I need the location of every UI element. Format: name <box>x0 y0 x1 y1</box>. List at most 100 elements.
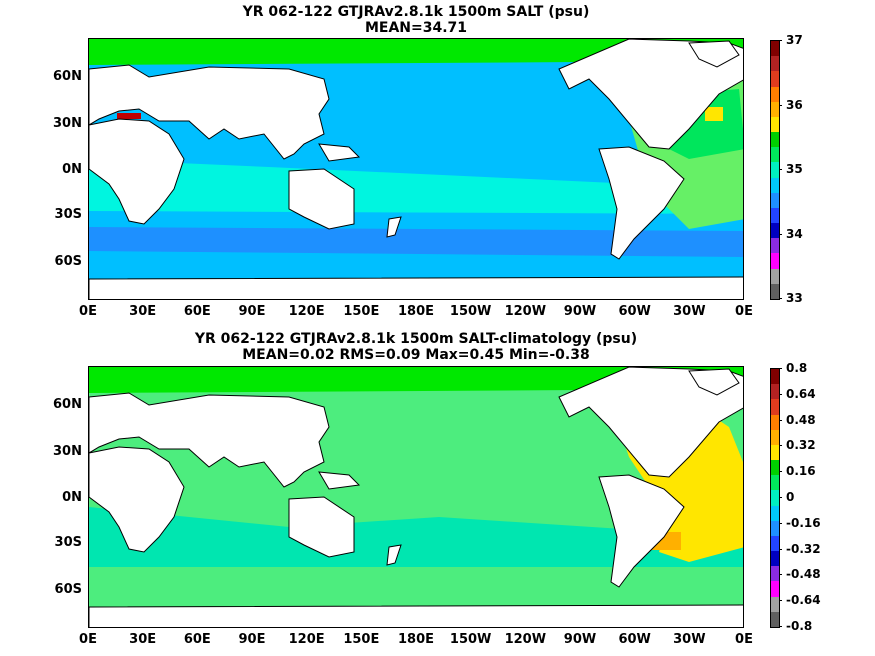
colorbar-label: 0.8 <box>786 361 808 375</box>
colorbar-tick <box>779 574 782 576</box>
colorbar-segment <box>771 369 779 385</box>
panel2-lon-label: 90W <box>563 632 597 647</box>
panel1-lon-label: 90E <box>238 304 266 319</box>
colorbar-tick <box>779 419 782 421</box>
colorbar-segment <box>771 116 779 133</box>
panel1-lon-label: 150E <box>343 304 380 319</box>
panel2-title: YR 062-122 GTJRAv2.8.1k 1500m SALT-clima… <box>88 331 744 363</box>
panel1-lon-label: 0E <box>735 304 753 319</box>
colorbar-label: 33 <box>786 291 803 305</box>
colorbar-tick <box>779 368 782 369</box>
panel2-lon-label: 30W <box>673 632 706 647</box>
colorbar-label: 0 <box>786 490 795 504</box>
panel1-lat-label: 30S <box>54 206 82 222</box>
panel1-lat-label: 0N <box>62 162 82 178</box>
panel2-map <box>88 366 744 628</box>
panel1-map <box>88 38 744 300</box>
colorbar-segment <box>771 490 779 507</box>
colorbar-label: 0.48 <box>786 412 816 427</box>
panel1-lon-label: 120E <box>288 304 325 319</box>
panel2-lat-label: 60S <box>54 582 82 597</box>
colorbar-segment <box>771 520 779 537</box>
colorbar-tick <box>779 445 782 447</box>
colorbar-label: -0.48 <box>786 567 821 582</box>
colorbar-label: -0.8 <box>786 619 813 633</box>
colorbar-segment <box>771 475 779 491</box>
panel1-lon-label: 60E <box>183 304 211 319</box>
arctic-band <box>89 367 743 393</box>
colorbar-segment <box>771 177 779 194</box>
colorbar-tick <box>779 169 782 170</box>
panel2-title-line1: YR 062-122 GTJRAv2.8.1k 1500m SALT-clima… <box>194 331 638 347</box>
panel1-map-svg <box>89 39 743 299</box>
land-mask <box>89 39 743 299</box>
colorbar-segment <box>771 581 779 598</box>
colorbar-segment <box>771 596 779 613</box>
colorbar-segment <box>771 399 779 416</box>
colorbar-segment <box>771 223 779 239</box>
colorbar-label: -0.16 <box>786 515 821 530</box>
colorbar-label: -0.64 <box>786 593 821 608</box>
colorbar-segment <box>771 132 779 148</box>
panel2-lon-label: 120W <box>504 632 547 647</box>
colorbar-segment <box>771 429 779 446</box>
panel2-lat-label: 30S <box>54 534 82 550</box>
panel1-lon-label: 150W <box>449 304 492 319</box>
colorbar-segment <box>771 253 779 270</box>
colorbar-tick <box>779 626 782 627</box>
panel2-lon-label: 0E <box>79 632 97 647</box>
colorbar-segment <box>771 384 779 400</box>
colorbar-segment <box>771 147 779 163</box>
colorbar-segment <box>771 86 779 103</box>
panel1-lat-label: 60N <box>53 69 82 85</box>
colorbar-segment <box>771 460 779 476</box>
panel2-lon-label: 150E <box>343 632 380 647</box>
panel1-title-line1: YR 062-122 GTJRAv2.8.1k 1500m SALT (psu) <box>242 4 590 20</box>
panel2-lat-label: 60N <box>53 397 82 413</box>
panel1-lon-label: 30E <box>129 304 157 319</box>
colorbar-segment <box>771 162 779 179</box>
panel1-lat-label: 60S <box>54 254 82 269</box>
arctic-band <box>89 39 743 65</box>
colorbar-tick <box>779 393 782 395</box>
colorbar-tick <box>779 471 782 473</box>
panel2-colorbar <box>770 368 780 628</box>
deep-band <box>89 227 743 257</box>
colorbar-segment <box>771 283 779 300</box>
mediterranean-patch <box>117 113 141 119</box>
panel2-map-svg <box>89 367 743 627</box>
panel2-lon-label: 90E <box>238 632 266 647</box>
colorbar-segment <box>771 535 779 552</box>
colorbar-segment <box>771 56 779 72</box>
colorbar-label: 35 <box>786 162 803 176</box>
colorbar-tick <box>779 298 782 299</box>
colorbar-tick <box>779 600 782 602</box>
colorbar-segment <box>771 505 779 522</box>
colorbar-segment <box>771 611 779 628</box>
panel1-lon-label: 90W <box>563 304 597 319</box>
colorbar-segment <box>771 566 779 582</box>
panel2-lat-label: 0N <box>62 490 82 506</box>
panel2-lat-label: 30N <box>53 444 82 460</box>
colorbar-segment <box>771 207 779 224</box>
panel1-lon-label: 0E <box>79 304 97 319</box>
panel1-title-line2: MEAN=34.71 <box>364 20 468 36</box>
colorbar-segment <box>771 444 779 461</box>
colorbar-segment <box>771 71 779 88</box>
panel2-lon-label: 150W <box>449 632 492 647</box>
panel1-title: YR 062-122 GTJRAv2.8.1k 1500m SALT (psu)… <box>88 4 744 36</box>
colorbar-label: 0.32 <box>786 438 816 453</box>
land-mask <box>89 367 743 627</box>
colorbar-segment <box>771 238 779 254</box>
panel1-lon-label: 120W <box>504 304 547 319</box>
panel2-lon-label: 60E <box>183 632 211 647</box>
colorbar-label: 0.64 <box>786 386 816 401</box>
colorbar-tick <box>779 497 782 498</box>
colorbar-segment <box>771 551 779 567</box>
panel2-lon-label: 0E <box>735 632 753 647</box>
panel2-lon-label: 180E <box>397 632 435 647</box>
colorbar-tick <box>779 548 782 550</box>
colorbar-segment <box>771 414 779 431</box>
colorbar-tick <box>779 233 782 235</box>
colorbar-segment <box>771 41 779 57</box>
